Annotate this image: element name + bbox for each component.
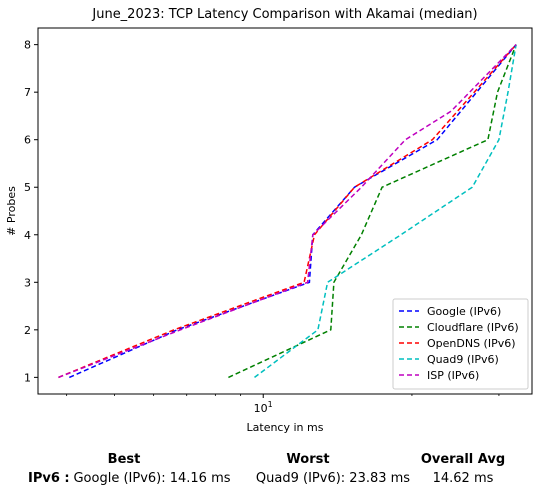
plot-frame xyxy=(37,27,533,395)
x-axis-label: Latency in ms xyxy=(247,421,324,434)
series-layer xyxy=(58,44,517,379)
y-tick-label-0: 1 xyxy=(24,371,31,384)
y-tick-label-1: 2 xyxy=(24,324,31,337)
series-line-1 xyxy=(228,44,517,379)
y-tick-label-7: 8 xyxy=(24,39,31,52)
ipv6-row-label: IPv6 : xyxy=(28,471,70,486)
y-tick-label-5: 6 xyxy=(24,134,31,147)
series-line-3 xyxy=(254,44,517,378)
avg-header: Overall Avg xyxy=(420,452,506,467)
y-axis-label: # Probes xyxy=(5,186,18,236)
best-header: Best xyxy=(107,452,141,467)
legend-label-0: Google (IPv6) xyxy=(427,305,501,318)
legend-label-3: Quad9 (IPv6) xyxy=(427,353,499,366)
legend-label-2: OpenDNS (IPv6) xyxy=(427,337,516,350)
avg-value: 14.62 ms xyxy=(432,471,494,486)
y-tick-label-2: 3 xyxy=(24,276,31,289)
y-tick-label-3: 4 xyxy=(24,229,31,242)
worst-value: Quad9 (IPv6): 23.83 ms xyxy=(255,471,411,486)
latency-chart: June_2023: TCP Latency Comparison with A… xyxy=(5,7,533,434)
worst-header: Worst xyxy=(286,452,330,467)
legend: Google (IPv6) Cloudflare (IPv6) OpenDNS (I… xyxy=(392,298,529,390)
legend-label-1: Cloudflare (IPv6) xyxy=(427,321,519,334)
y-tick-label-6: 7 xyxy=(24,86,31,99)
legend-label-4: ISP (IPv6) xyxy=(427,369,479,382)
chart-title: June_2023: TCP Latency Comparison with A… xyxy=(91,7,477,22)
y-axis: 1 2 3 4 5 6 7 8 xyxy=(24,39,38,384)
y-tick-label-4: 5 xyxy=(24,181,31,194)
series-line-2 xyxy=(58,44,517,379)
legend-box xyxy=(392,298,529,390)
x-axis: 101 xyxy=(66,394,500,415)
series-line-4 xyxy=(58,44,517,379)
summary-panel: Best Worst Overall Avg IPv6 : Google (IP… xyxy=(0,450,541,496)
x-tick-label-0: 101 xyxy=(254,400,273,415)
best-value: Google (IPv6): 14.16 ms xyxy=(73,471,231,486)
